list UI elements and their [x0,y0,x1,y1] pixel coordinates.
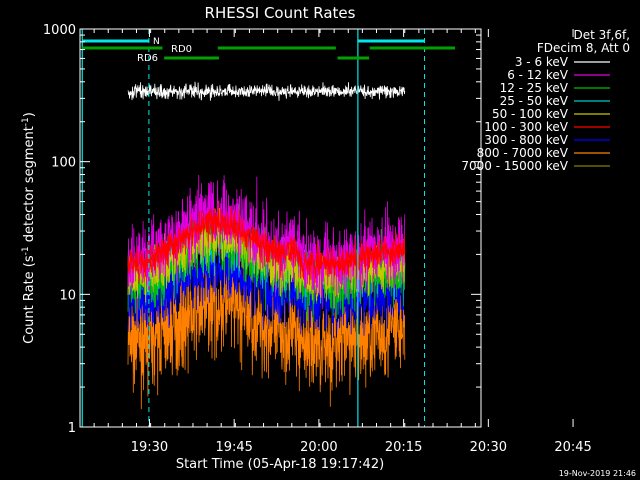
y-label-exponent: -1 [21,117,31,126]
legend-label: 7000 - 15000 keV [461,159,568,173]
legend-label: 6 - 12 keV [507,68,569,82]
series-line-100-300-keV [127,202,406,285]
y-label-exponent: -1 [21,246,31,255]
x-tick-label: 19:30 [131,440,168,455]
flag-label-n: N [153,37,160,47]
x-tick-label: 20:45 [554,440,591,455]
y-label-part: ) [22,112,37,117]
x-axis-label: Start Time (05-Apr-18 19:17:42) [176,457,384,472]
legend-label: 100 - 300 keV [484,120,568,134]
y-label-part: Count Rate (s [22,255,37,344]
legend-label: 12 - 25 keV [500,81,569,95]
y-tick-label: 1000 [43,23,76,38]
flag-label-rd6: RD6 [137,53,158,64]
y-tick-label: 10 [59,288,76,303]
x-tick-label: 20:30 [470,440,507,455]
legend-label: 25 - 50 keV [500,94,569,108]
y-tick-label: 100 [51,156,76,171]
chart-title: RHESSI Count Rates [205,4,356,22]
series-line-6-12-keV [127,174,406,310]
flag-label-rd0: RD0 [171,44,192,55]
data-layer [127,81,406,410]
footer-date: 19-Nov-2019 21:46 [559,469,636,478]
y-axis-label: Count Rate (s-1 detector segment-1) [21,112,37,344]
axes: 19:30 19:45 20:00 20:15 20:30 20:45 1 10 100 1000 [43,23,592,455]
legend-header-line: FDecim 8, Att 0 [537,41,630,55]
legend-header-line: Det 3f,6f, [574,28,631,42]
legend-label: 3 - 6 keV [515,55,569,69]
legend-label: 300 - 800 keV [484,133,568,147]
legend-label: 800 - 7000 keV [477,146,569,160]
x-tick-label: 20:00 [300,440,337,455]
x-tick-label: 20:15 [385,440,422,455]
x-tick-label: 19:45 [215,440,252,455]
y-label-part: detector segment [22,126,37,246]
legend-label: 50 - 100 keV [492,107,569,121]
attenuator-flags: N RD0 RD6 [81,29,456,427]
y-tick-label: 1 [68,421,76,436]
series-line-3-6-keV [127,81,406,101]
plot-frame [79,28,482,428]
